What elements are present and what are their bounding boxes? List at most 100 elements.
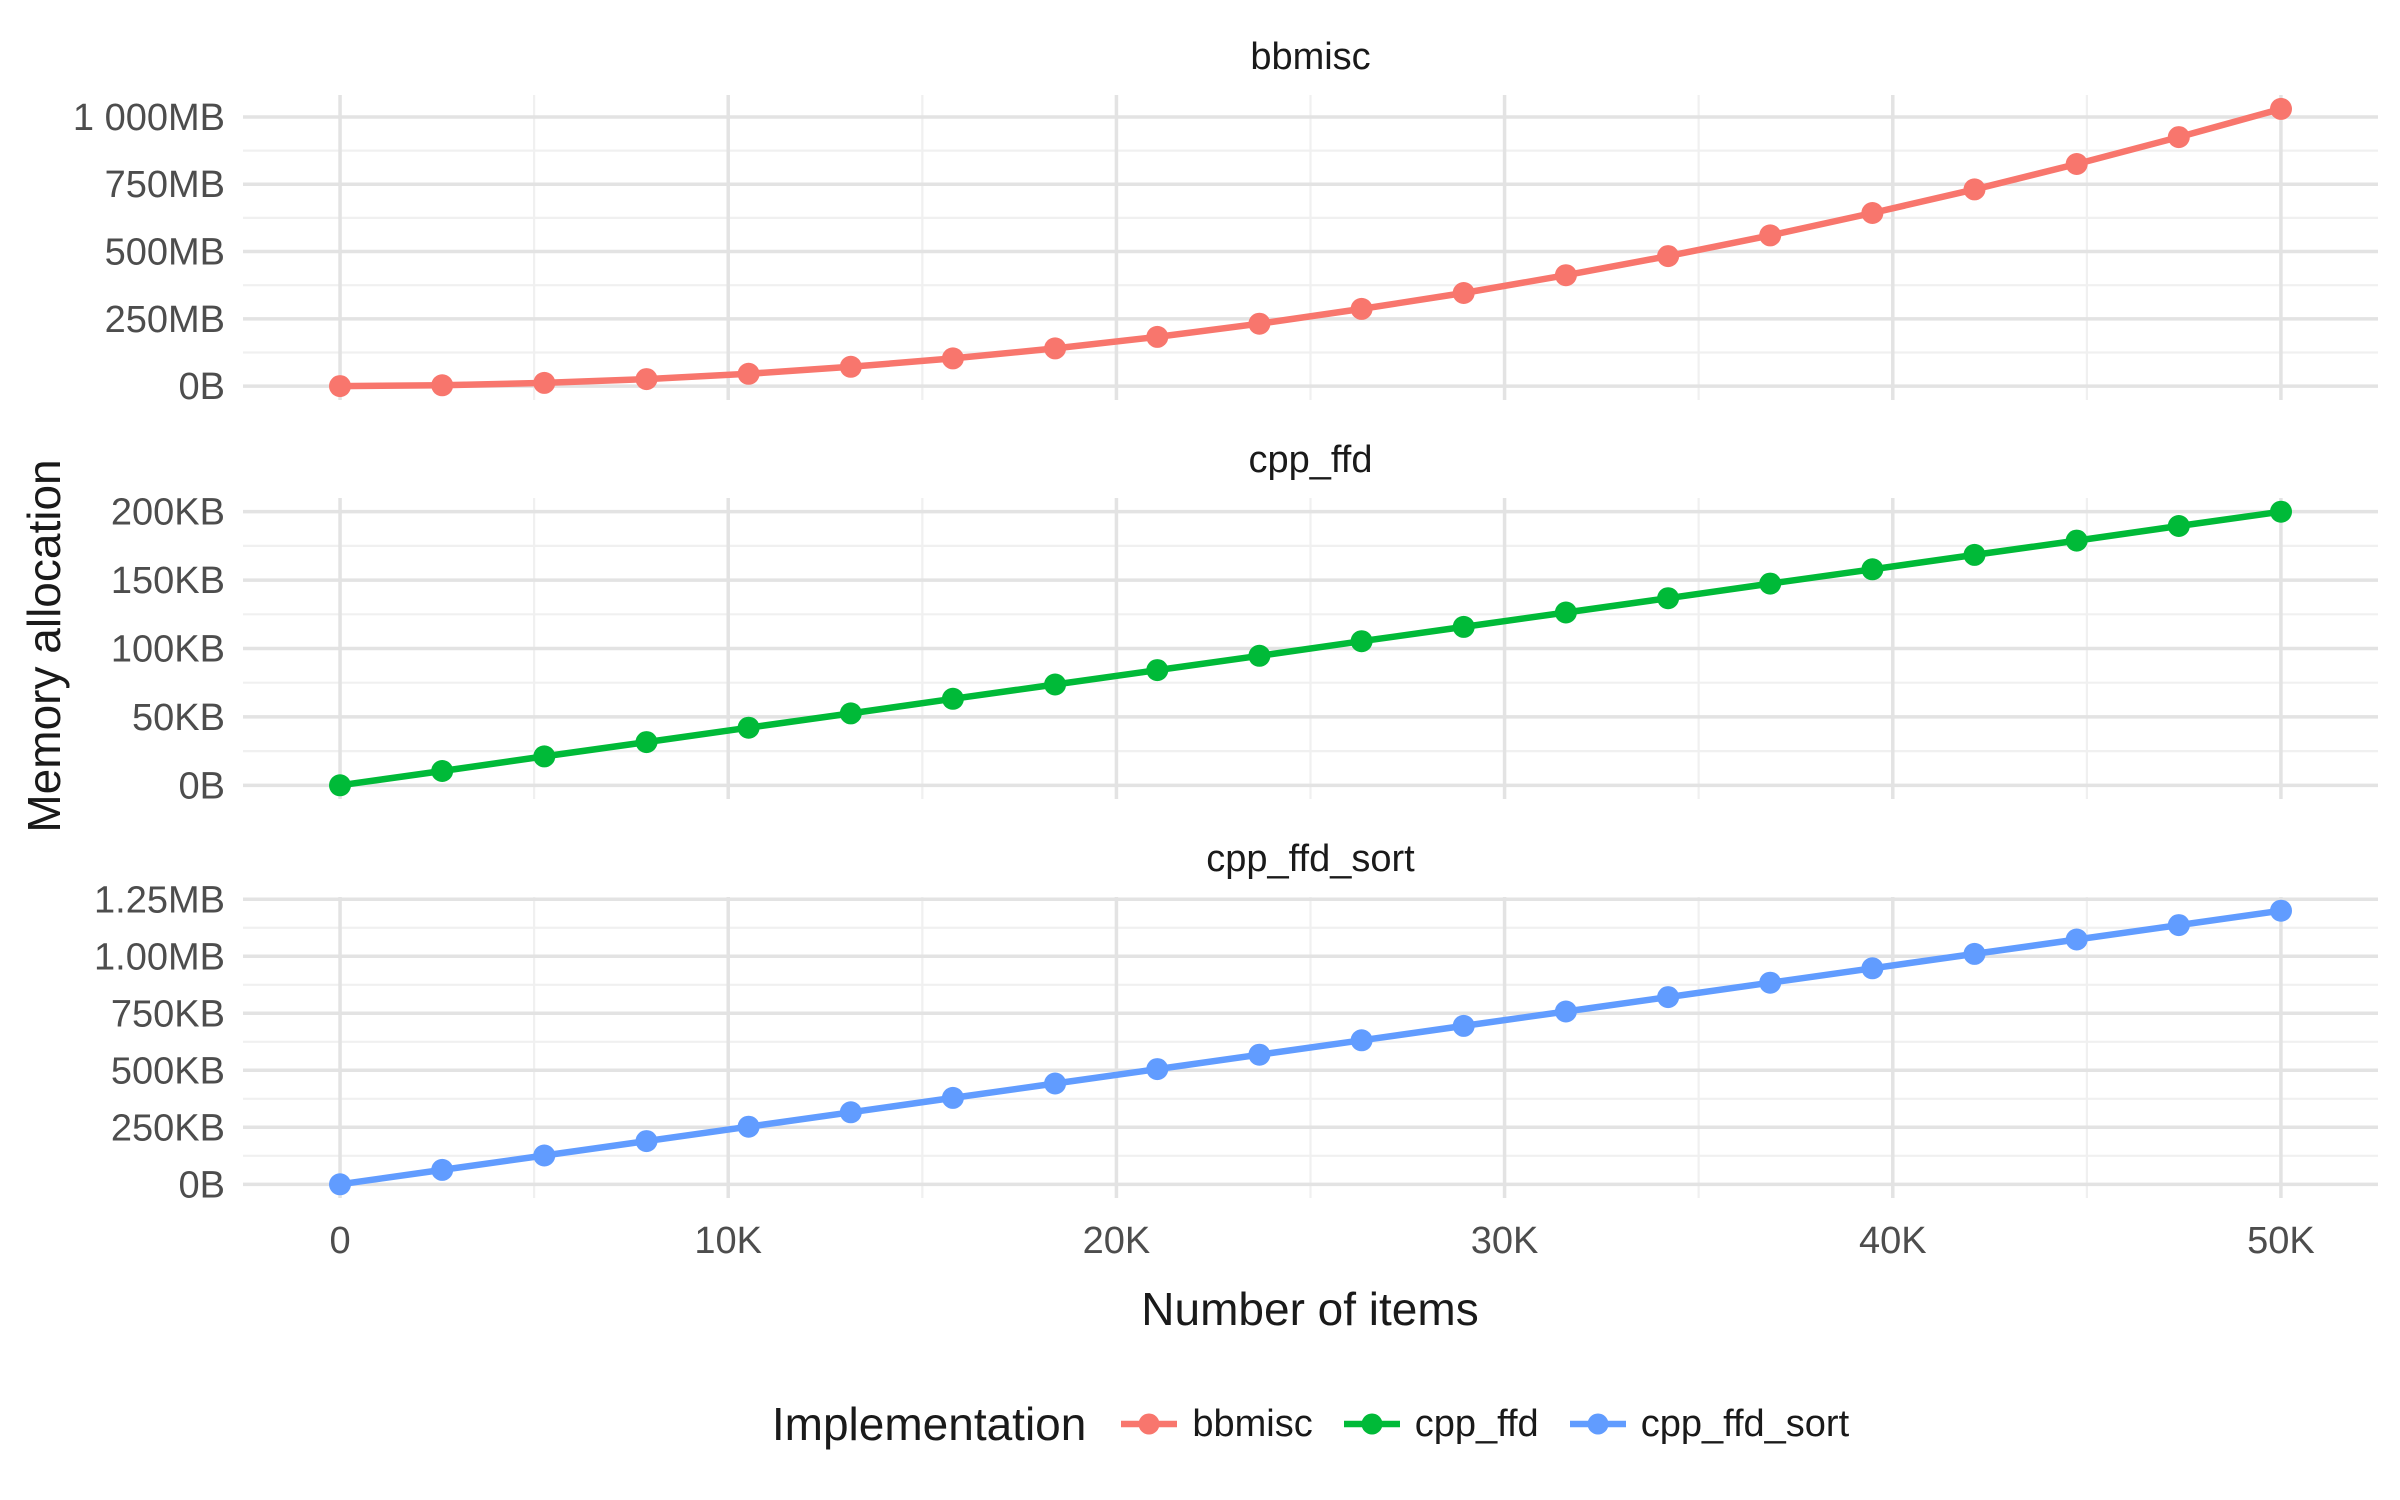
data-point-bbmisc [1452, 282, 1475, 304]
data-point-cpp_ffd_sort [431, 1158, 454, 1181]
data-point-bbmisc [1963, 178, 1986, 201]
data-point-bbmisc [1554, 264, 1577, 287]
y-tick-label: 100KB [111, 629, 225, 671]
data-point-cpp_ffd_sort [1554, 1000, 1577, 1023]
legend: Implementation bbmisc cpp_ffd cpp_ffd_sort [243, 1392, 2378, 1456]
data-point-bbmisc [2270, 97, 2292, 120]
data-point-cpp_ffd [2270, 500, 2292, 523]
data-point-bbmisc [737, 362, 760, 385]
x-tick-label: 50K [2247, 1220, 2315, 1262]
y-tick-label: 1.00MB [94, 936, 225, 978]
data-point-cpp_ffd_sort [635, 1130, 658, 1153]
data-point-bbmisc [1044, 337, 1067, 360]
data-point-cpp_ffd [1452, 615, 1475, 638]
data-point-cpp_ffd [1963, 543, 1986, 566]
data-point-cpp_ffd [329, 774, 351, 797]
x-tick-label: 40K [1859, 1220, 1927, 1262]
data-point-cpp_ffd [2065, 529, 2088, 552]
data-point-cpp_ffd [431, 760, 454, 782]
data-point-cpp_ffd_sort [2065, 928, 2088, 951]
data-point-cpp_ffd [1146, 659, 1169, 682]
y-axis-title: Memory allocation [18, 459, 70, 833]
legend-key-icon [1569, 1413, 1626, 1435]
data-point-cpp_ffd [941, 687, 964, 710]
legend-label: cpp_ffd [1414, 1402, 1539, 1445]
data-point-cpp_ffd_sort [2167, 914, 2190, 937]
y-tick-label: 250MB [105, 299, 225, 341]
data-point-cpp_ffd_sort [1452, 1014, 1475, 1037]
data-point-cpp_ffd_sort [1861, 957, 1884, 980]
legend-label: cpp_ffd_sort [1640, 1402, 1850, 1445]
y-tick-label: 0B [179, 765, 225, 807]
data-point-cpp_ffd_sort [329, 1173, 351, 1196]
y-tick-label: 1 000MB [73, 97, 225, 139]
data-point-cpp_ffd_sort [839, 1101, 862, 1124]
x-axis-title: Number of items [1141, 1283, 1479, 1335]
data-point-cpp_ffd [1554, 601, 1577, 624]
data-point-cpp_ffd [737, 716, 760, 739]
data-point-cpp_ffd_sort [1146, 1058, 1169, 1081]
data-point-bbmisc [431, 374, 454, 397]
data-point-cpp_ffd_sort [737, 1115, 760, 1138]
data-point-bbmisc [2065, 153, 2088, 175]
data-point-cpp_ffd_sort [1963, 942, 1986, 965]
x-tick-label: 20K [1083, 1220, 1151, 1262]
data-point-bbmisc [533, 371, 556, 394]
y-tick-label: 200KB [111, 492, 225, 534]
data-point-bbmisc [1759, 224, 1782, 247]
data-point-cpp_ffd [635, 731, 658, 754]
data-point-cpp_ffd [2167, 515, 2190, 537]
data-point-cpp_ffd [1044, 673, 1067, 696]
series-line-cpp_ffd_sort [336, 907, 2285, 1188]
data-point-cpp_ffd_sort [1248, 1043, 1271, 1066]
data-point-bbmisc [329, 375, 351, 398]
data-point-cpp_ffd_sort [1759, 971, 1782, 994]
data-point-bbmisc [1350, 297, 1373, 320]
data-point-bbmisc [635, 368, 658, 391]
y-tick-label: 0B [179, 1164, 225, 1206]
y-tick-label: 50KB [132, 697, 225, 739]
data-point-cpp_ffd [839, 702, 862, 725]
data-point-bbmisc [1861, 202, 1884, 224]
facet-title-cpp_ffd: cpp_ffd [1249, 439, 1373, 481]
data-point-bbmisc [2167, 126, 2190, 149]
y-tick-label: 250KB [111, 1107, 225, 1149]
y-tick-label: 500MB [105, 232, 225, 274]
data-point-bbmisc [1657, 245, 1680, 268]
data-point-bbmisc [941, 347, 964, 370]
y-tick-label: 150KB [111, 560, 225, 602]
series-line-cpp_ffd [336, 508, 2285, 789]
y-tick-label: 750KB [111, 993, 225, 1035]
legend-label: bbmisc [1192, 1402, 1313, 1445]
x-tick-label: 30K [1471, 1220, 1539, 1262]
data-point-cpp_ffd [1759, 572, 1782, 595]
data-point-cpp_ffd [1657, 587, 1680, 610]
legend-item-cpp_ffd: cpp_ffd [1343, 1403, 1539, 1446]
y-tick-label: 0B [179, 366, 225, 408]
data-point-cpp_ffd_sort [2270, 899, 2292, 922]
legend-key-icon [1121, 1413, 1178, 1435]
data-point-cpp_ffd_sort [1657, 986, 1680, 1009]
data-point-bbmisc [1146, 325, 1169, 348]
x-tick-label: 10K [694, 1220, 762, 1262]
y-tick-label: 1.25MB [94, 879, 225, 921]
legend-item-cpp_ffd_sort: cpp_ffd_sort [1569, 1403, 1849, 1446]
data-point-bbmisc [839, 355, 862, 378]
legend-key-icon [1343, 1413, 1400, 1435]
facet-title-bbmisc: bbmisc [1250, 36, 1370, 78]
x-tick-label: 0 [329, 1220, 350, 1262]
legend-title: Implementation [771, 1398, 1087, 1450]
y-tick-label: 500KB [111, 1050, 225, 1092]
data-point-cpp_ffd [1861, 558, 1884, 581]
data-point-bbmisc [1248, 312, 1271, 335]
data-point-cpp_ffd_sort [1044, 1072, 1067, 1095]
legend-item-bbmisc: bbmisc [1120, 1402, 1313, 1446]
y-tick-label: 750MB [105, 164, 225, 206]
series-line-bbmisc [336, 105, 2285, 390]
data-point-cpp_ffd_sort [941, 1086, 964, 1109]
data-point-cpp_ffd_sort [1350, 1029, 1373, 1052]
data-point-cpp_ffd [1248, 644, 1271, 667]
facet-title-cpp_ffd_sort: cpp_ffd_sort [1206, 838, 1415, 880]
